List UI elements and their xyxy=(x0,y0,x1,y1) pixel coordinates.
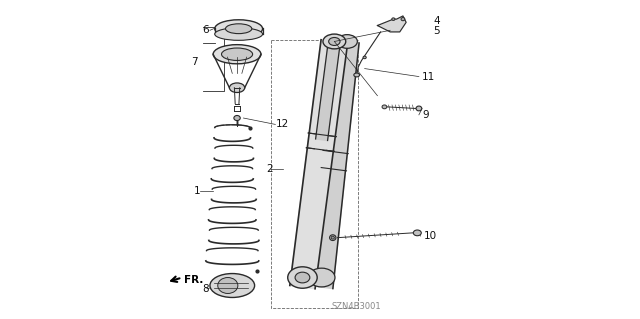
Ellipse shape xyxy=(295,272,310,283)
Ellipse shape xyxy=(213,45,261,64)
Ellipse shape xyxy=(308,268,335,287)
Ellipse shape xyxy=(215,20,262,38)
Text: 10: 10 xyxy=(424,231,437,241)
Ellipse shape xyxy=(225,24,252,33)
Text: 8: 8 xyxy=(202,284,209,294)
Text: 2: 2 xyxy=(266,164,273,174)
Ellipse shape xyxy=(331,236,334,239)
Ellipse shape xyxy=(382,105,387,109)
Ellipse shape xyxy=(413,230,421,236)
Ellipse shape xyxy=(215,28,262,40)
Ellipse shape xyxy=(337,35,357,48)
Ellipse shape xyxy=(329,38,340,45)
Ellipse shape xyxy=(363,56,366,59)
Ellipse shape xyxy=(323,34,346,49)
Text: 9: 9 xyxy=(422,110,429,120)
Ellipse shape xyxy=(392,18,395,20)
Polygon shape xyxy=(316,41,340,140)
Polygon shape xyxy=(310,40,359,289)
Text: 5: 5 xyxy=(433,26,440,36)
Text: SZN4B3001: SZN4B3001 xyxy=(331,302,381,311)
Ellipse shape xyxy=(221,48,253,61)
Ellipse shape xyxy=(354,73,360,77)
Text: 11: 11 xyxy=(422,71,435,82)
Text: 1: 1 xyxy=(194,186,200,197)
Text: 6: 6 xyxy=(202,25,209,35)
Ellipse shape xyxy=(330,235,336,241)
Polygon shape xyxy=(378,16,406,32)
Text: 7: 7 xyxy=(191,57,197,67)
Ellipse shape xyxy=(416,106,422,111)
Ellipse shape xyxy=(229,83,244,93)
Ellipse shape xyxy=(210,274,255,297)
Text: 12: 12 xyxy=(275,119,289,130)
Text: 4: 4 xyxy=(433,16,440,26)
Ellipse shape xyxy=(234,115,240,121)
Ellipse shape xyxy=(288,267,317,288)
Text: FR.: FR. xyxy=(184,275,204,285)
Ellipse shape xyxy=(218,278,238,293)
Ellipse shape xyxy=(401,18,405,21)
Polygon shape xyxy=(290,40,348,289)
Text: 3: 3 xyxy=(298,260,304,270)
